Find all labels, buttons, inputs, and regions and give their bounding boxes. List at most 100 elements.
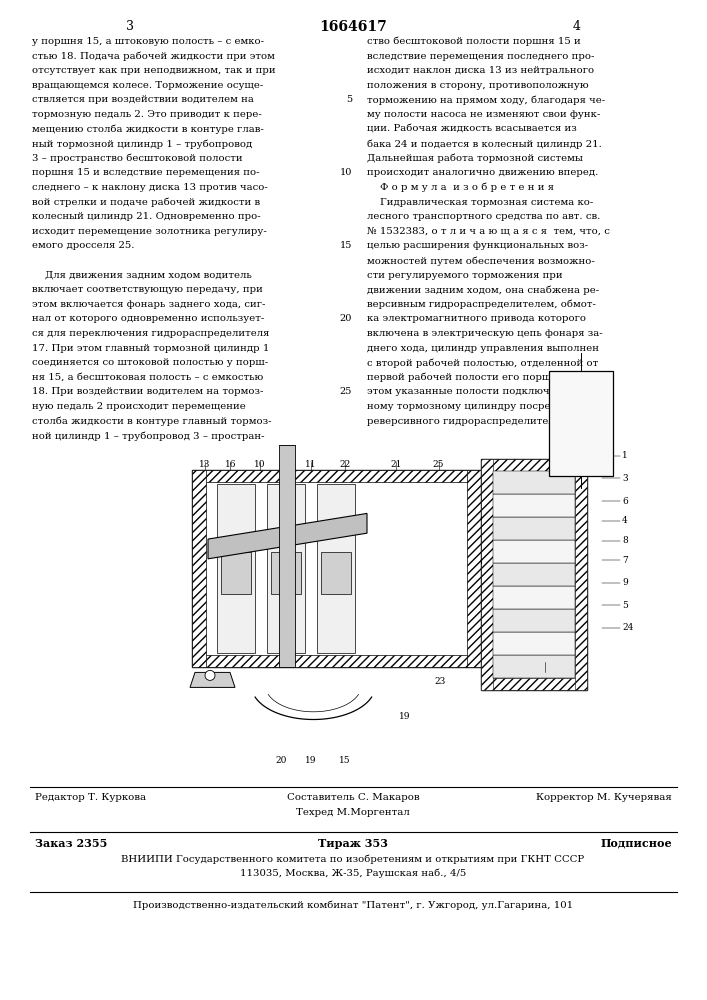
Text: торможению на прямом ходу, благодаря че-: торможению на прямом ходу, благодаря че- (367, 95, 605, 105)
Text: Составитель С. Макаров: Составитель С. Макаров (286, 793, 419, 802)
Bar (192, 470, 481, 667)
Text: Ф о р м у л а  и з о б р е т е н и я: Ф о р м у л а и з о б р е т е н и я (367, 183, 554, 192)
Bar (549, 371, 613, 476)
Text: вой стрелки и подаче рабочей жидкости в: вой стрелки и подаче рабочей жидкости в (32, 198, 260, 207)
Text: ции. Рабочая жидкость всасывается из: ции. Рабочая жидкость всасывается из (367, 125, 577, 134)
Text: днего хода, цилиндр управления выполнен: днего хода, цилиндр управления выполнен (367, 344, 599, 353)
Text: Подписное: Подписное (600, 838, 672, 849)
Text: реверсивного гидрораспределителя.: реверсивного гидрораспределителя. (367, 417, 564, 426)
Text: мещению столба жидкости в контуре глав-: мещению столба жидкости в контуре глав- (32, 125, 264, 134)
Text: поршня 15 и вследствие перемещения по-: поршня 15 и вследствие перемещения по- (32, 168, 259, 177)
Text: Техред М.Моргентал: Техред М.Моргентал (296, 808, 410, 817)
Text: 113035, Москва, Ж-35, Раушская наб., 4/5: 113035, Москва, Ж-35, Раушская наб., 4/5 (240, 869, 466, 879)
Text: Производственно-издательский комбинат "Патент", г. Ужгород, ул.Гагарина, 101: Производственно-издательский комбинат "П… (133, 900, 573, 910)
Bar (217, 484, 255, 653)
Text: 1: 1 (622, 451, 628, 460)
Text: Заказ 2355: Заказ 2355 (35, 838, 107, 849)
Text: 13: 13 (199, 460, 211, 469)
Bar (271, 552, 301, 594)
Bar (481, 459, 588, 690)
Bar (493, 494, 575, 517)
Text: 3 – пространство бесштоковой полости: 3 – пространство бесштоковой полости (32, 154, 243, 163)
Bar (493, 609, 575, 632)
Text: 12: 12 (284, 460, 296, 469)
Bar (221, 552, 251, 594)
Text: соединяется со штоковой полостью у порш-: соединяется со штоковой полостью у порш- (32, 358, 268, 367)
Text: 4: 4 (622, 516, 628, 525)
Text: 15: 15 (339, 241, 352, 250)
Text: 20: 20 (276, 756, 287, 765)
Text: му полости насоса не изменяют свои функ-: му полости насоса не изменяют свои функ- (367, 110, 600, 119)
Text: 4: 4 (573, 20, 581, 33)
Text: ся для переключения гидрораспределителя: ся для переключения гидрораспределителя (32, 329, 269, 338)
Text: 15: 15 (339, 756, 351, 765)
Text: столба жидкости в контуре главный тормоз-: столба жидкости в контуре главный тормоз… (32, 417, 271, 426)
Text: 22: 22 (339, 460, 351, 469)
Text: 17. При этом главный тормозной цилиндр 1: 17. При этом главный тормозной цилиндр 1 (32, 344, 269, 353)
Text: движении задним ходом, она снабжена ре-: движении задним ходом, она снабжена ре- (367, 285, 599, 295)
Text: исходит наклон диска 13 из нейтрального: исходит наклон диска 13 из нейтрального (367, 66, 594, 75)
Text: этом включается фонарь заднего хода, сиг-: этом включается фонарь заднего хода, сиг… (32, 300, 265, 309)
Text: ка электромагнитного привода которого: ка электромагнитного привода которого (367, 314, 586, 323)
Text: 5: 5 (622, 601, 628, 610)
Bar (481, 459, 493, 690)
Text: стью 18. Подача рабочей жидкости при этом: стью 18. Подача рабочей жидкости при это… (32, 52, 275, 61)
Text: Дальнейшая работа тормозной системы: Дальнейшая работа тормозной системы (367, 154, 583, 163)
Text: ня 15, а бесштоковая полость – с емкостью: ня 15, а бесштоковая полость – с емкость… (32, 373, 263, 382)
Text: лесного транспортного средства по авт. св.: лесного транспортного средства по авт. с… (367, 212, 600, 221)
Text: ной цилиндр 1 – трубопровод 3 – простран-: ной цилиндр 1 – трубопровод 3 – простран… (32, 431, 264, 441)
Bar (493, 586, 575, 609)
Text: ствляется при воздействии водителем на: ствляется при воздействии водителем на (32, 95, 254, 104)
Text: сти регулируемого торможения при: сти регулируемого торможения при (367, 271, 563, 280)
Text: Гидравлическая тормозная система ко-: Гидравлическая тормозная система ко- (367, 198, 593, 207)
Text: ство бесштоковой полости поршня 15 и: ство бесштоковой полости поршня 15 и (367, 37, 580, 46)
Text: 19: 19 (305, 756, 317, 765)
Text: Редактор Т. Куркова: Редактор Т. Куркова (35, 793, 146, 802)
Text: Корректор М. Кучерявая: Корректор М. Кучерявая (536, 793, 672, 802)
Polygon shape (190, 672, 235, 687)
Text: этом указанные полости подключены к глав-: этом указанные полости подключены к глав… (367, 387, 609, 396)
Text: с второй рабочей полостью, отделенной от: с второй рабочей полостью, отделенной от (367, 358, 598, 368)
Text: 18: 18 (560, 442, 572, 451)
Text: 20: 20 (339, 314, 352, 323)
Text: следнего – к наклону диска 13 против часо-: следнего – к наклону диска 13 против час… (32, 183, 268, 192)
Text: версивным гидрораспределителем, обмот-: версивным гидрораспределителем, обмот- (367, 300, 596, 309)
Text: 25: 25 (339, 387, 352, 396)
Text: ную педаль 2 происходит перемещение: ную педаль 2 происходит перемещение (32, 402, 246, 411)
Text: 16: 16 (225, 460, 236, 469)
Polygon shape (208, 513, 367, 559)
Bar (493, 655, 575, 678)
Text: 6: 6 (622, 497, 628, 506)
Bar (192, 655, 481, 667)
Bar (192, 470, 481, 482)
Text: 9: 9 (622, 578, 628, 587)
Text: происходит аналогично движению вперед.: происходит аналогично движению вперед. (367, 168, 598, 177)
Text: 21: 21 (390, 460, 402, 469)
Text: исходит перемещение золотника регулиру-: исходит перемещение золотника регулиру- (32, 227, 267, 236)
Bar (481, 678, 588, 690)
Bar (267, 484, 305, 653)
Bar (481, 459, 588, 471)
Bar (279, 445, 295, 667)
Bar (493, 632, 575, 655)
Text: 5: 5 (346, 95, 352, 104)
Text: 10: 10 (339, 168, 352, 177)
Text: № 1532383, о т л и ч а ю щ а я с я  тем, что, с: № 1532383, о т л и ч а ю щ а я с я тем, … (367, 227, 610, 236)
Text: 19: 19 (399, 712, 411, 721)
Text: тормозную педаль 2. Это приводит к пере-: тормозную педаль 2. Это приводит к пере- (32, 110, 262, 119)
Text: Тираж 353: Тираж 353 (318, 838, 388, 849)
Text: 17: 17 (539, 674, 551, 683)
Bar (493, 471, 575, 494)
Text: можностей путем обеспечения возможно-: можностей путем обеспечения возможно- (367, 256, 595, 265)
Bar (192, 470, 206, 667)
Text: включена в электрическую цепь фонаря за-: включена в электрическую цепь фонаря за- (367, 329, 602, 338)
Bar (317, 484, 355, 653)
Text: положения в сторону, противоположную: положения в сторону, противоположную (367, 81, 589, 90)
Text: 3: 3 (622, 474, 628, 483)
Text: колесный цилиндр 21. Одновременно про-: колесный цилиндр 21. Одновременно про- (32, 212, 261, 221)
Text: целью расширения функциональных воз-: целью расширения функциональных воз- (367, 241, 588, 250)
Text: нал от которого одновременно использует-: нал от которого одновременно использует- (32, 314, 264, 323)
Circle shape (205, 670, 215, 680)
Text: вращающемся колесе. Торможение осуще-: вращающемся колесе. Торможение осуще- (32, 81, 263, 90)
Bar (493, 540, 575, 563)
